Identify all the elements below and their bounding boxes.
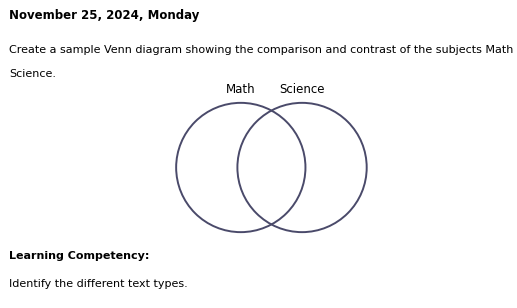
Text: Science.: Science.	[9, 69, 56, 79]
Text: Identify the different text types.: Identify the different text types.	[9, 279, 188, 289]
Text: Science: Science	[279, 83, 325, 96]
Text: Math: Math	[226, 83, 255, 96]
Text: November 25, 2024, Monday: November 25, 2024, Monday	[9, 9, 200, 22]
Text: Create a sample Venn diagram showing the comparison and contrast of the subjects: Create a sample Venn diagram showing the…	[9, 45, 517, 55]
Text: Learning Competency:: Learning Competency:	[9, 251, 150, 261]
